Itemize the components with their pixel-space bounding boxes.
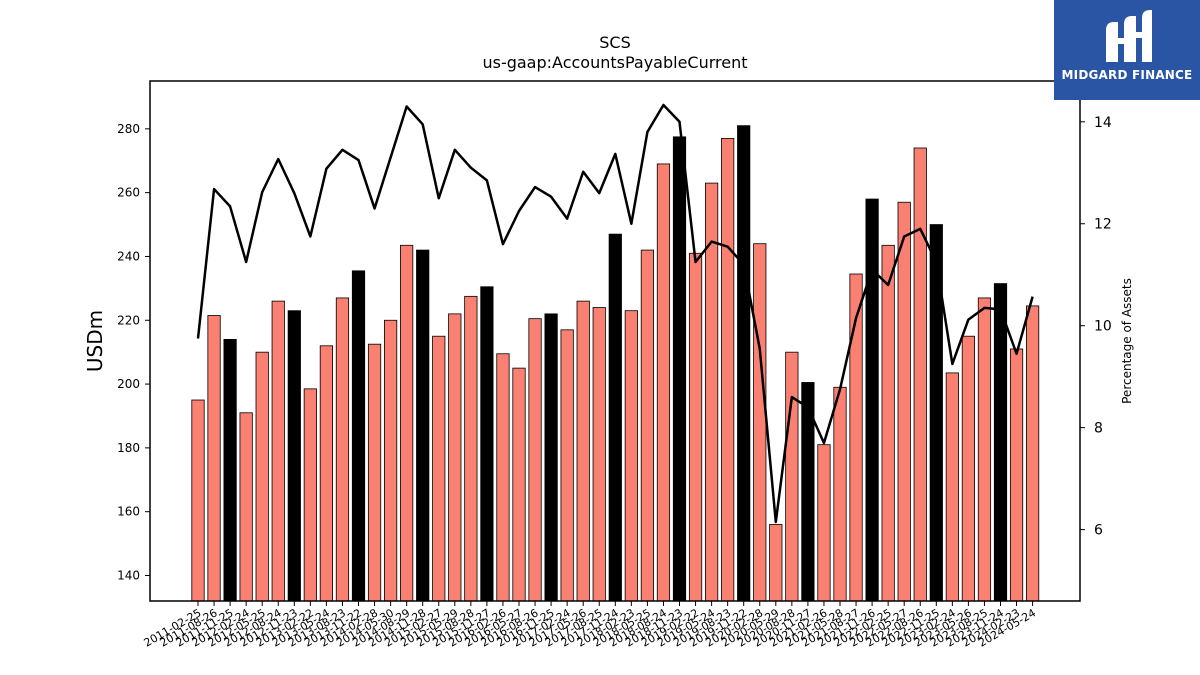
y-tick-label: 280 (117, 122, 140, 136)
bar (512, 367, 526, 602)
bar (592, 307, 606, 602)
bar (624, 310, 638, 602)
bar (464, 295, 478, 602)
percentage-of-assets-line (196, 103, 1034, 524)
bar (576, 300, 590, 602)
y-tick-label: 260 (117, 186, 140, 200)
bar (239, 412, 253, 602)
bar (496, 353, 510, 602)
y2-tick-label: 10 (1094, 319, 1112, 335)
bar (881, 244, 895, 602)
y-axis-label: USDm (83, 310, 107, 372)
bar (865, 198, 879, 602)
y-tick-label: 160 (117, 505, 140, 519)
bar (945, 372, 959, 602)
bar (432, 335, 446, 602)
bar (1009, 348, 1024, 602)
bar (721, 138, 735, 602)
y2-tick-label: 6 (1094, 523, 1103, 539)
bar (480, 286, 494, 602)
bar (335, 297, 350, 602)
bar (897, 201, 911, 602)
bar (913, 147, 927, 602)
bar (416, 249, 430, 602)
chart-title: SCS (599, 33, 630, 52)
bar (1026, 305, 1040, 602)
y-tick-label: 180 (117, 441, 140, 455)
y2-tick-label: 8 (1094, 421, 1103, 437)
bar (351, 270, 366, 602)
chart-subtitle: us-gaap:AccountsPayableCurrent (482, 53, 747, 72)
bar (833, 386, 847, 602)
bar (769, 524, 783, 602)
y-tick-label: 240 (117, 249, 140, 263)
bar (961, 335, 976, 602)
right-y-axis: 6 8 10 12 14 (1080, 115, 1112, 539)
bar (688, 252, 703, 602)
bar (993, 283, 1008, 602)
bar (367, 343, 382, 602)
bar (785, 351, 799, 602)
bar (191, 399, 205, 602)
y2-tick-label: 12 (1094, 217, 1112, 233)
bar (544, 313, 558, 602)
bar (608, 233, 622, 602)
bar (400, 244, 414, 602)
bar (656, 163, 671, 602)
bar (448, 313, 462, 602)
midgard-logo: MIDGARD FINANCE (1054, 0, 1200, 100)
y-tick-label: 220 (117, 313, 140, 327)
bar (271, 300, 285, 602)
bar (753, 243, 767, 602)
bar (737, 125, 751, 602)
x-axis: 2011-02-252011-08-262011-11-252012-02-24… (142, 601, 1038, 650)
bar (207, 315, 221, 602)
bar (672, 136, 687, 602)
bar (287, 310, 301, 602)
logo-text: MIDGARD FINANCE (1061, 68, 1193, 82)
bar (255, 351, 269, 602)
bar (640, 249, 655, 602)
y2-axis-label: Percentage of Assets (1120, 278, 1134, 404)
midgard-logo-icon (1106, 10, 1152, 62)
bar (977, 297, 992, 602)
bar (817, 444, 831, 602)
y-tick-label: 140 (117, 568, 140, 582)
left-y-axis: 140 160 180 200 220 240 260 280 (117, 122, 150, 582)
y-tick-label: 200 (117, 377, 140, 391)
bar (528, 318, 542, 602)
bar (223, 338, 237, 602)
bar (383, 319, 398, 602)
bar (560, 329, 574, 602)
y2-tick-label: 14 (1094, 115, 1112, 131)
bar (929, 224, 943, 602)
bar (303, 388, 317, 602)
bar (319, 345, 334, 602)
